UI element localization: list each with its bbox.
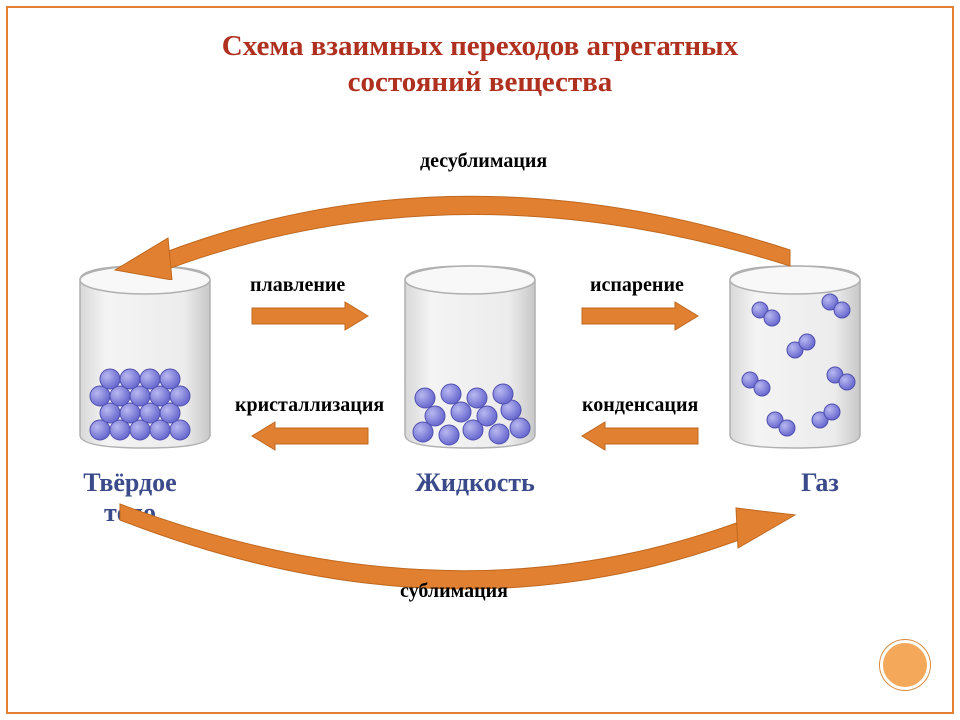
melting-label: плавление [250, 274, 345, 297]
evaporation-arrow [580, 300, 700, 332]
crystallization-arrow [250, 420, 370, 452]
sublimation-arc [90, 500, 820, 630]
evaporation-label: испарение [590, 274, 684, 297]
container-gas [720, 260, 870, 450]
desublimation-arc [90, 160, 820, 280]
slide-accent-dot [880, 640, 930, 690]
condensation-label: конденсация [582, 394, 698, 417]
desublimation-label: десублимация [420, 150, 547, 173]
melting-arrow [250, 300, 370, 332]
crystallization-label: кристаллизация [235, 394, 384, 417]
liquid-label: Жидкость [400, 468, 550, 498]
gas-label: Газ [780, 468, 860, 498]
sublimation-label: сублимация [400, 580, 508, 603]
diagram-title: Схема взаимных переходов агрегатныхсосто… [0, 28, 960, 101]
container-liquid [395, 260, 545, 450]
container-solid [70, 260, 220, 450]
condensation-arrow [580, 420, 700, 452]
